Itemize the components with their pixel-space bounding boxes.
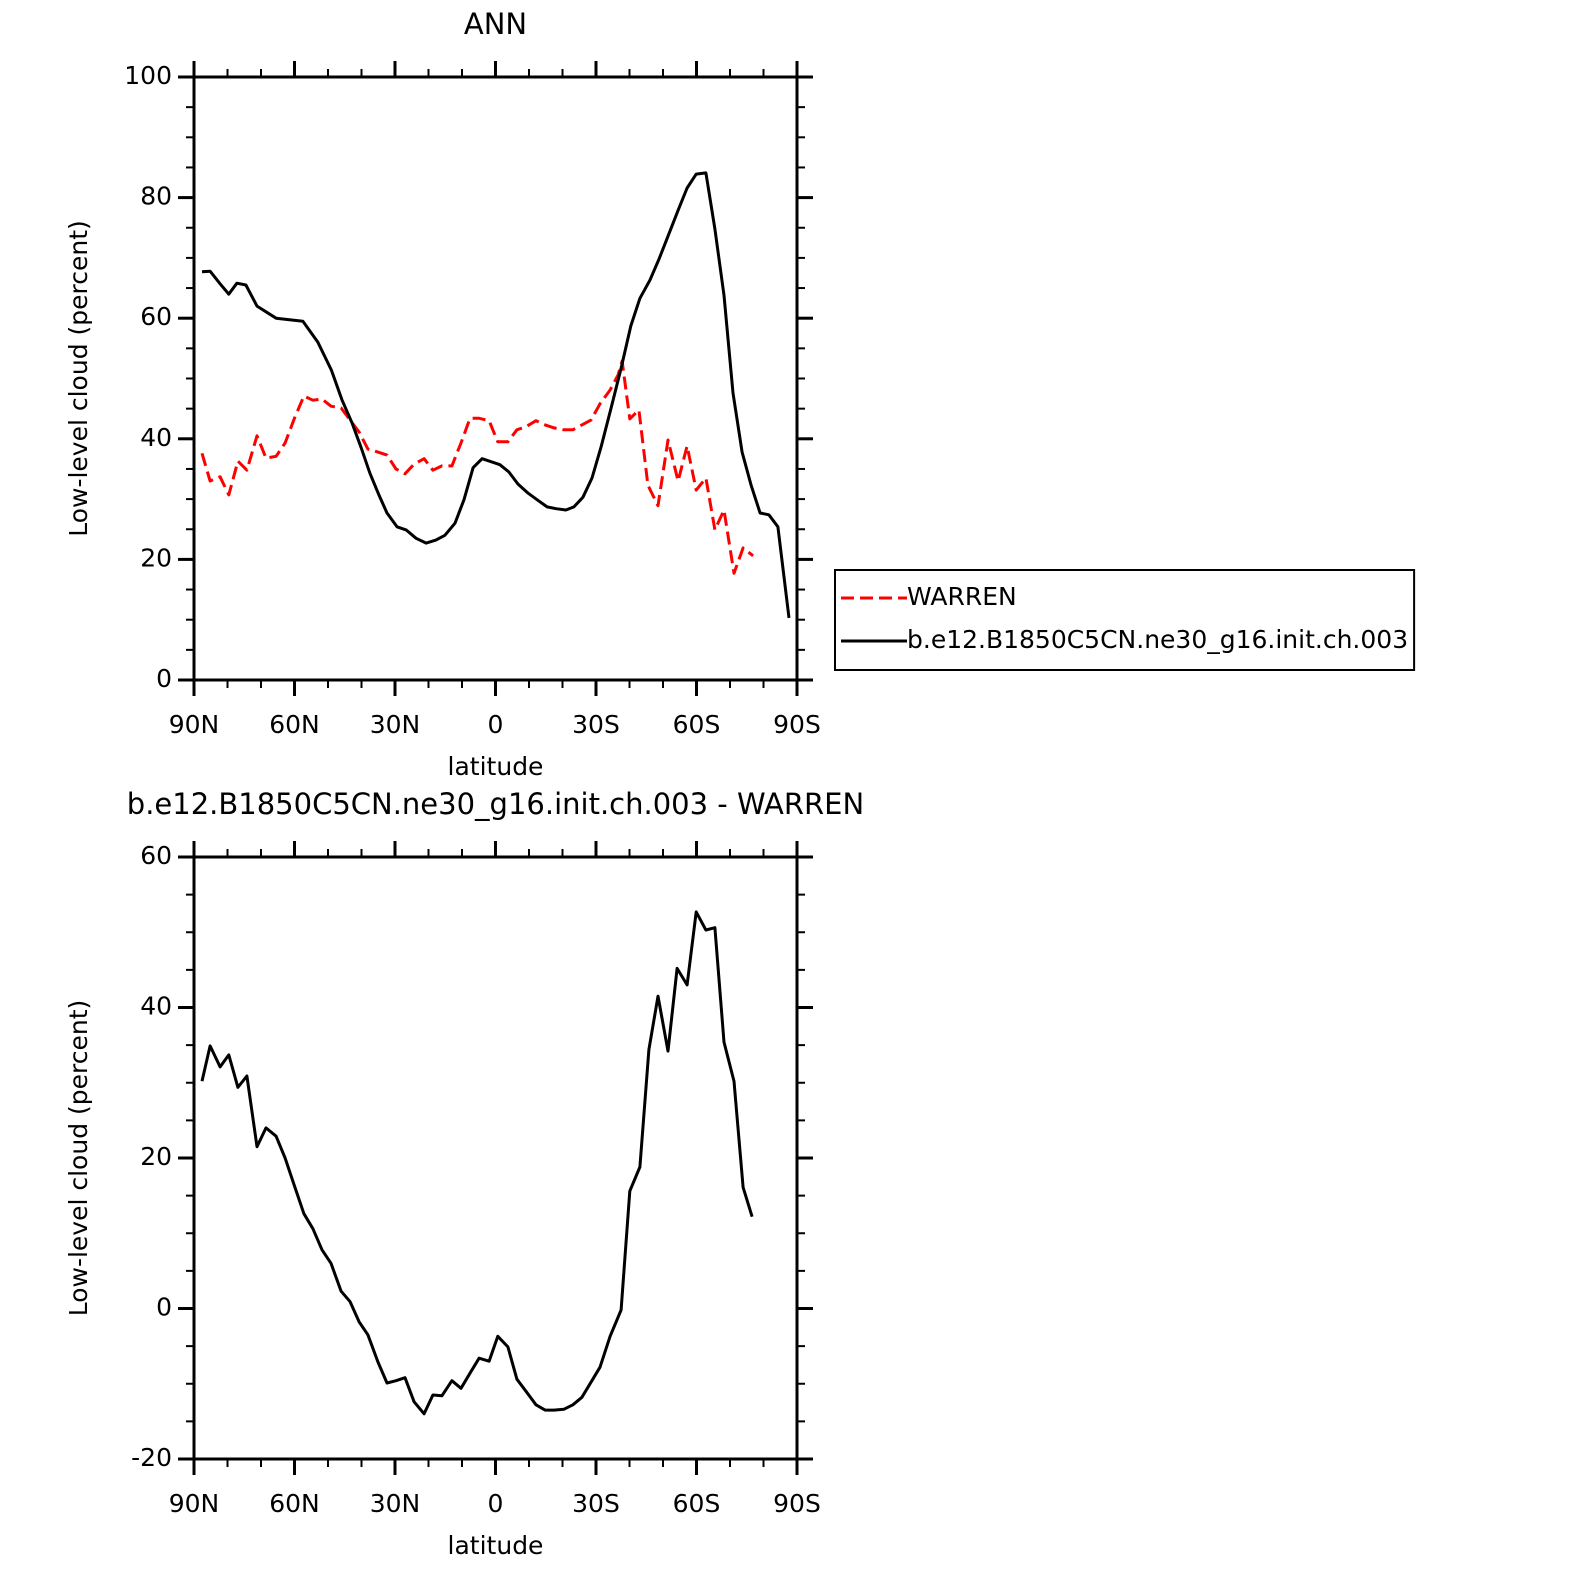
chart-title: ANN — [464, 7, 527, 41]
x-tick-label: 90N — [169, 710, 220, 739]
y-tick-label: 40 — [140, 992, 172, 1021]
y-tick-label: 60 — [140, 302, 172, 331]
x-axis-label: latitude — [448, 1531, 544, 1560]
chart-title: b.e12.B1850C5CN.ne30_g16.init.ch.003 - W… — [127, 787, 864, 821]
y-axis-label: Low-level cloud (percent) — [64, 1000, 93, 1317]
x-tick-label: 60S — [673, 1489, 721, 1518]
x-tick-label: 60N — [269, 1489, 320, 1518]
y-tick-label: 100 — [124, 61, 172, 90]
x-tick-label: 60S — [673, 710, 721, 739]
y-tick-label: 20 — [140, 543, 172, 572]
legend: WARREN b.e12.B1850C5CN.ne30_g16.init.ch.0… — [834, 569, 1416, 671]
data-line — [201, 171, 791, 619]
x-axis-label: latitude — [448, 752, 544, 781]
legend-box — [834, 569, 1416, 671]
x-tick-label: 0 — [488, 1489, 504, 1518]
y-tick-label: 60 — [140, 841, 172, 870]
x-tick-label: 60N — [269, 710, 320, 739]
x-tick-label: 30S — [572, 1489, 620, 1518]
x-tick-label: 90S — [773, 710, 821, 739]
data-line — [200, 910, 754, 1416]
legend-label: WARREN — [907, 582, 1017, 611]
x-tick-label: 90S — [773, 1489, 821, 1518]
data-line — [200, 359, 755, 575]
x-tick-label: 30N — [370, 1489, 421, 1518]
y-tick-label: 0 — [156, 1293, 172, 1322]
y-tick-label: 20 — [140, 1142, 172, 1171]
x-tick-label: 0 — [488, 710, 504, 739]
x-tick-label: 30S — [572, 710, 620, 739]
plot-frame — [192, 75, 799, 682]
legend-label: b.e12.B1850C5CN.ne30_g16.init.ch.003 — [907, 625, 1408, 654]
y-tick-label: 0 — [156, 664, 172, 693]
y-tick-label: 80 — [140, 182, 172, 211]
y-tick-label: -20 — [131, 1443, 172, 1472]
x-tick-label: 30N — [370, 710, 421, 739]
x-tick-label: 90N — [169, 1489, 220, 1518]
y-axis-label: Low-level cloud (percent) — [64, 220, 93, 537]
plot-frame — [192, 855, 799, 1461]
y-tick-label: 40 — [140, 423, 172, 452]
